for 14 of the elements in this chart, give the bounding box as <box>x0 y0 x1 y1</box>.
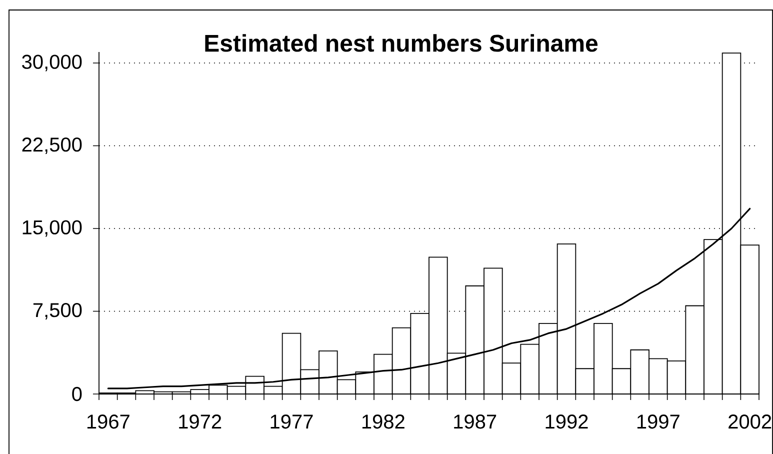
x-tick-label: 1982 <box>362 414 404 429</box>
y-tick-label: 15,000 <box>22 220 82 237</box>
x-tick-label: 1977 <box>270 414 313 429</box>
y-tick-label: 30,000 <box>22 54 82 72</box>
x-tick-label: 1972 <box>179 414 222 429</box>
x-tick-label: 1997 <box>637 414 680 429</box>
x-tick-label: 1992 <box>546 414 588 429</box>
y-tick-label: 22,500 <box>22 138 82 154</box>
x-tick-label: 1967 <box>87 414 130 429</box>
x-tick-label: 1987 <box>454 414 496 429</box>
chart-title: Estimated nest numbers Suriname <box>205 34 598 52</box>
x-tick-label: 2002 <box>728 414 772 429</box>
y-tick-label: 7,500 <box>33 302 82 320</box>
y-tick-label: 0 <box>72 386 82 402</box>
